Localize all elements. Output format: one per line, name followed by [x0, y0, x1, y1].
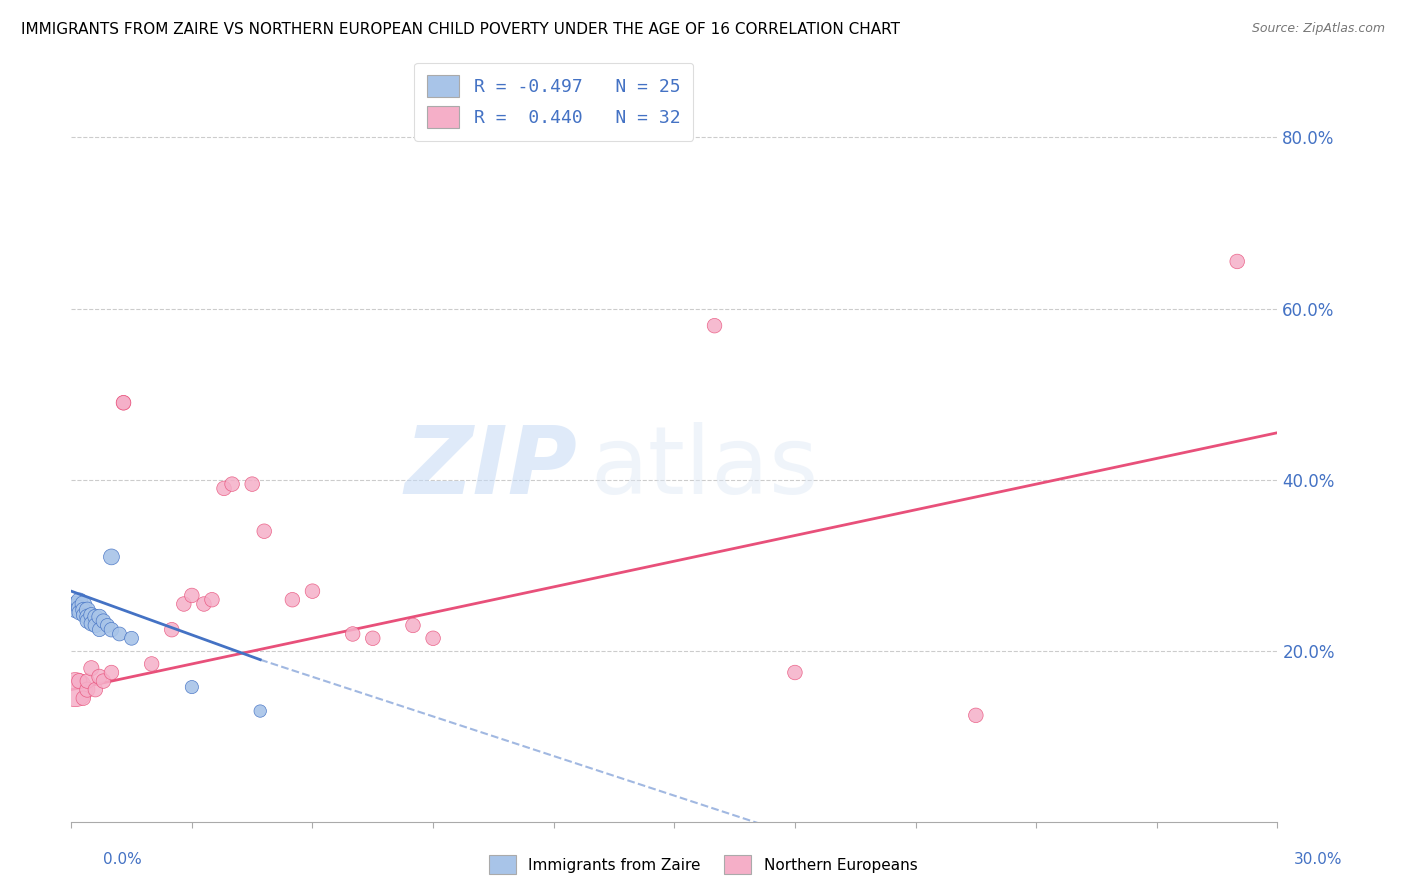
- Point: [783, 665, 806, 680]
- Point: [180, 680, 202, 694]
- Point: [342, 627, 364, 641]
- Point: [249, 704, 271, 718]
- Point: [65, 597, 87, 611]
- Text: ZIP: ZIP: [405, 422, 578, 514]
- Text: 30.0%: 30.0%: [1295, 852, 1343, 867]
- Point: [173, 597, 195, 611]
- Point: [221, 477, 243, 491]
- Point: [193, 597, 215, 611]
- Point: [112, 396, 135, 410]
- Point: [160, 623, 183, 637]
- Point: [89, 623, 111, 637]
- Point: [84, 618, 107, 632]
- Point: [67, 594, 90, 608]
- Point: [93, 614, 115, 628]
- Point: [76, 610, 98, 624]
- Point: [89, 670, 111, 684]
- Point: [80, 608, 103, 623]
- Point: [422, 632, 444, 646]
- Point: [84, 682, 107, 697]
- Point: [67, 601, 90, 615]
- Point: [253, 524, 276, 539]
- Legend: R = -0.497   N = 25, R =  0.440   N = 32: R = -0.497 N = 25, R = 0.440 N = 32: [415, 62, 693, 141]
- Point: [301, 584, 323, 599]
- Point: [100, 549, 122, 564]
- Text: IMMIGRANTS FROM ZAIRE VS NORTHERN EUROPEAN CHILD POVERTY UNDER THE AGE OF 16 COR: IMMIGRANTS FROM ZAIRE VS NORTHERN EUROPE…: [21, 22, 900, 37]
- Point: [100, 665, 122, 680]
- Point: [361, 632, 384, 646]
- Point: [703, 318, 725, 333]
- Point: [112, 396, 135, 410]
- Point: [1226, 254, 1249, 268]
- Point: [141, 657, 163, 671]
- Point: [72, 603, 94, 617]
- Point: [72, 691, 94, 706]
- Point: [965, 708, 987, 723]
- Point: [121, 632, 143, 646]
- Point: [65, 601, 87, 615]
- Point: [240, 477, 263, 491]
- Point: [212, 482, 235, 496]
- Point: [80, 661, 103, 675]
- Point: [67, 606, 90, 620]
- Point: [76, 674, 98, 689]
- Point: [96, 618, 118, 632]
- Point: [76, 603, 98, 617]
- Point: [402, 618, 425, 632]
- Point: [67, 674, 90, 689]
- Point: [76, 614, 98, 628]
- Point: [76, 682, 98, 697]
- Point: [100, 623, 122, 637]
- Point: [108, 627, 131, 641]
- Point: [201, 592, 224, 607]
- Text: 0.0%: 0.0%: [103, 852, 142, 867]
- Point: [281, 592, 304, 607]
- Point: [84, 610, 107, 624]
- Point: [180, 589, 202, 603]
- Text: atlas: atlas: [591, 422, 818, 514]
- Point: [89, 610, 111, 624]
- Text: Source: ZipAtlas.com: Source: ZipAtlas.com: [1251, 22, 1385, 36]
- Point: [72, 597, 94, 611]
- Point: [80, 616, 103, 631]
- Point: [65, 682, 87, 697]
- Point: [93, 674, 115, 689]
- Point: [72, 608, 94, 623]
- Legend: Immigrants from Zaire, Northern Europeans: Immigrants from Zaire, Northern European…: [482, 849, 924, 880]
